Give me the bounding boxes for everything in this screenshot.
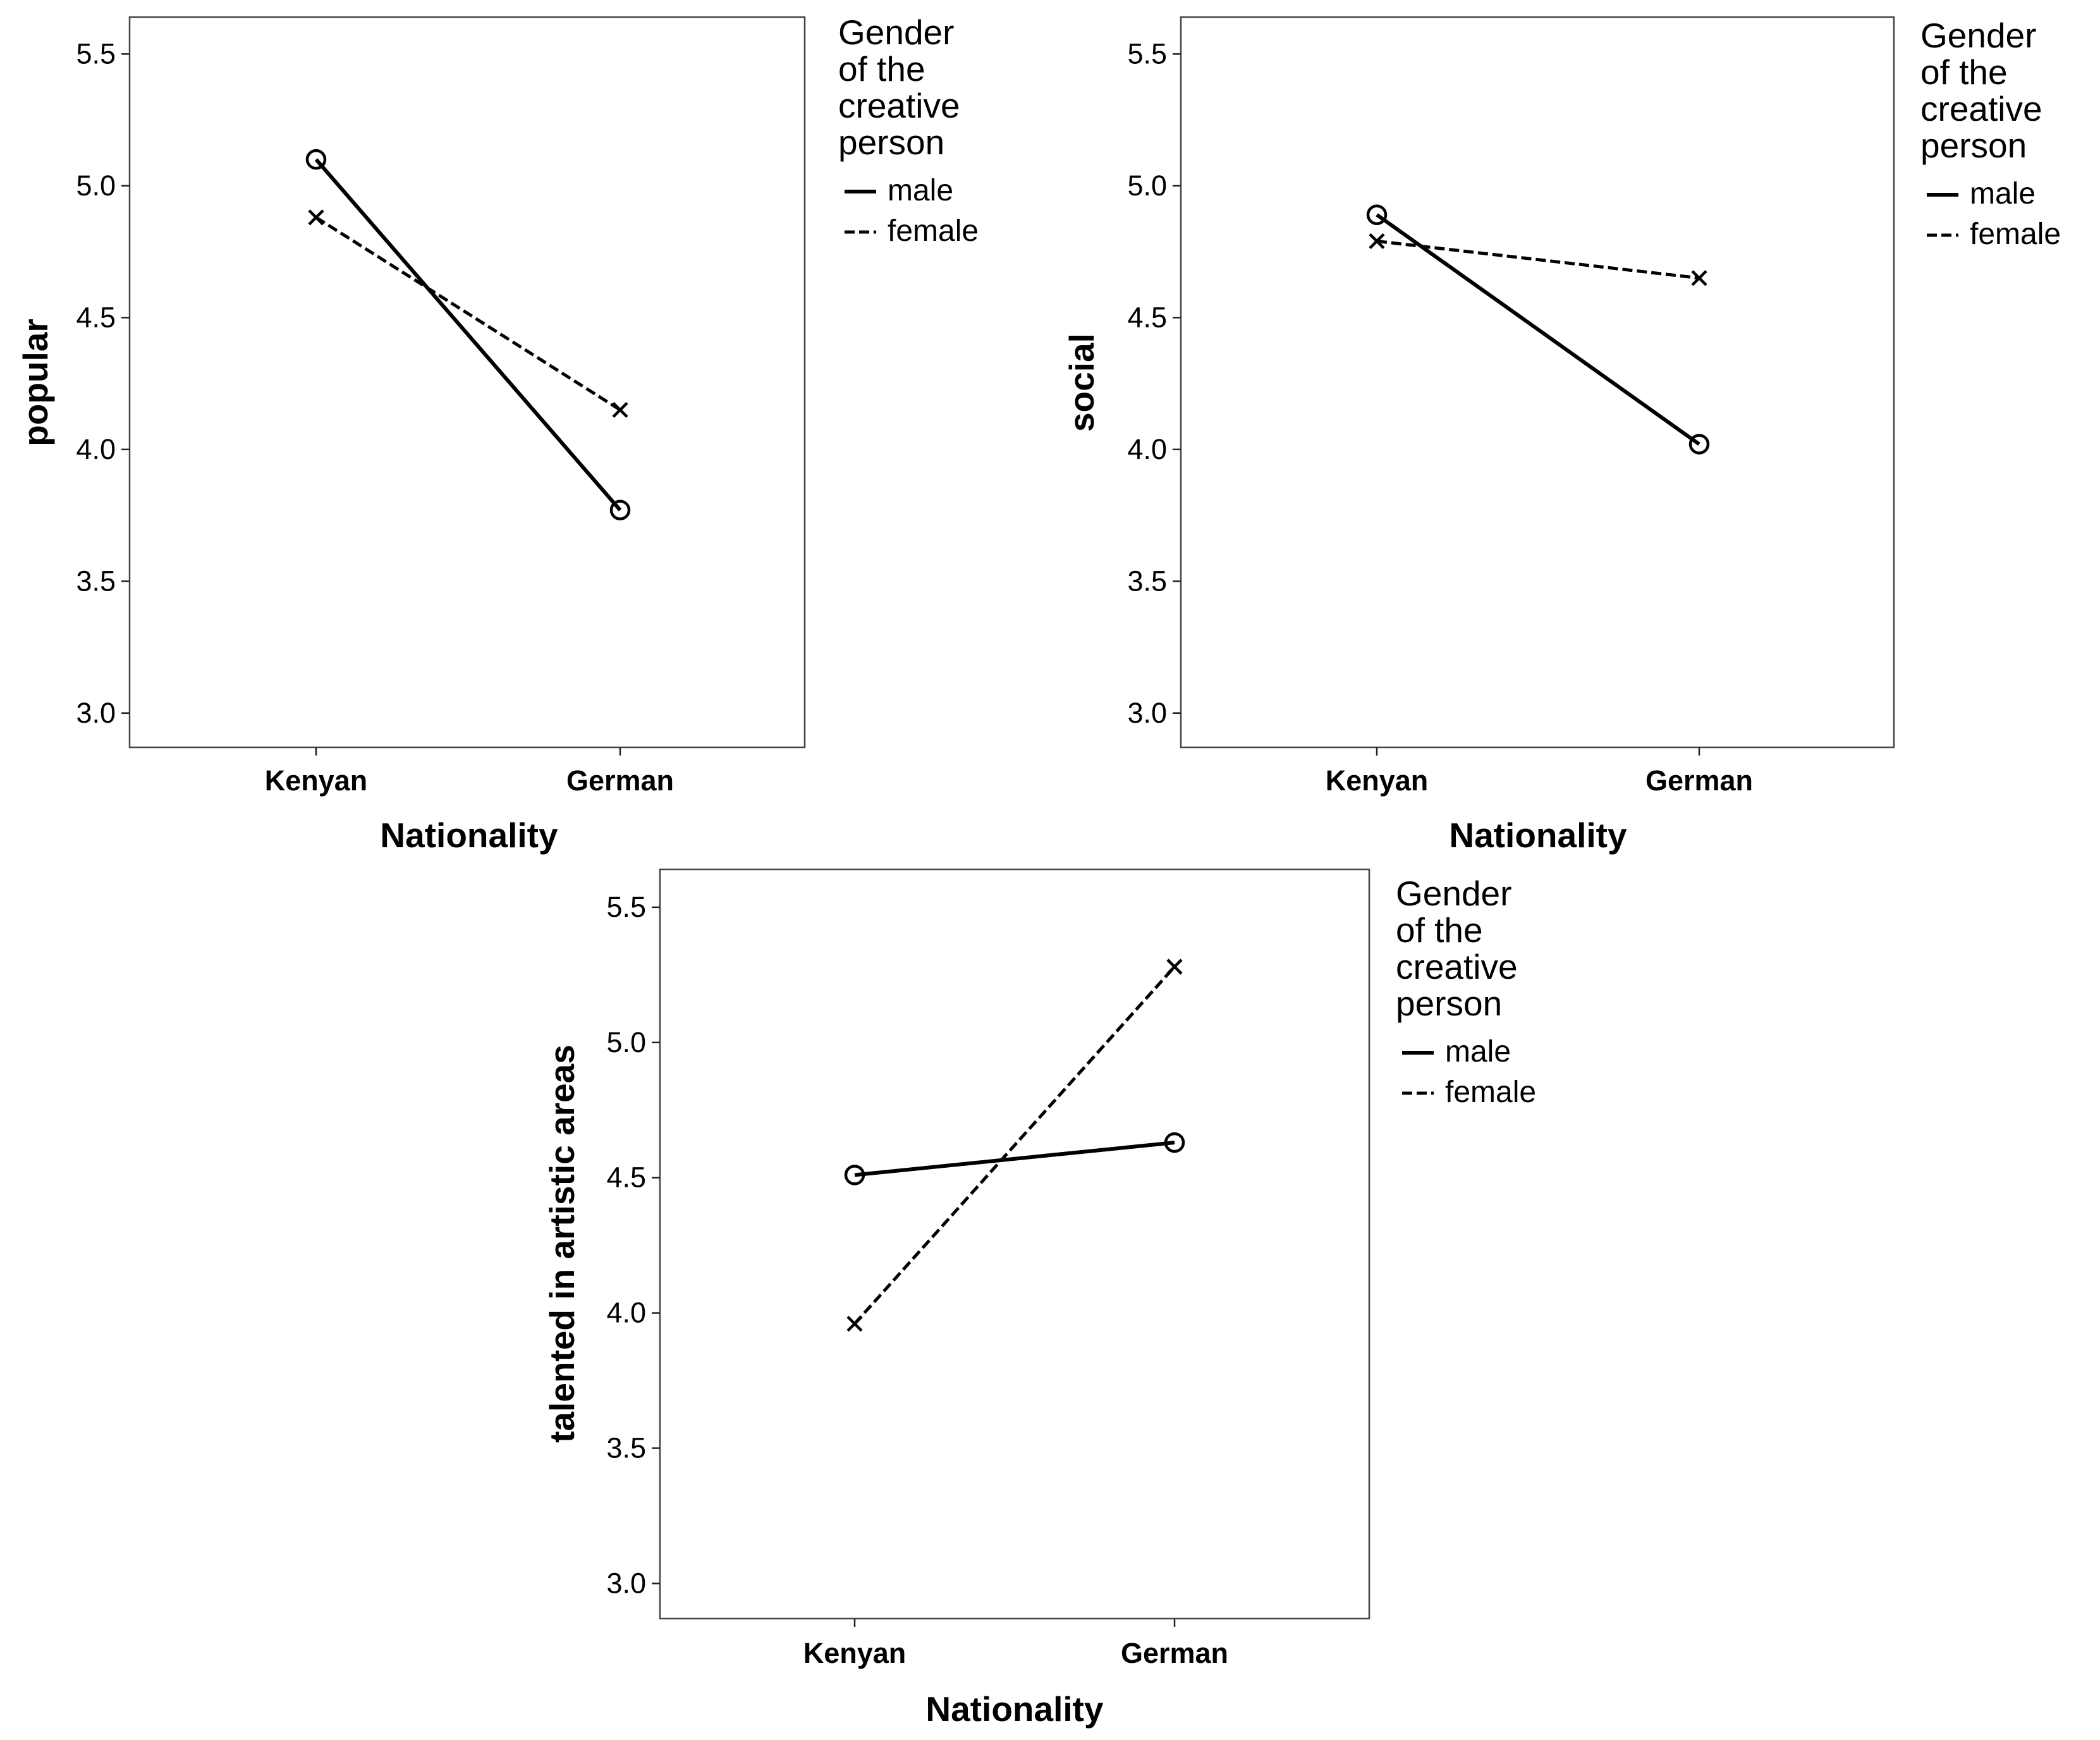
y-tick-label: 3.0 — [606, 1567, 646, 1599]
y-axis: 3.0 3.5 4.0 4.5 5.0 5.5 Kenyan German — [606, 891, 1228, 1669]
y-tick-label: 4.5 — [606, 1161, 646, 1194]
panel-social: 3.0 3.5 4.0 4.5 5.0 5.5 Kenyan German Nationali… — [1062, 16, 2061, 855]
plot-frame — [659, 868, 1370, 1620]
y-tick-label: 3.5 — [76, 565, 116, 597]
data-point-female — [846, 1316, 863, 1332]
x-tick-label: German — [1121, 1637, 1228, 1669]
y-axis: 3.0 3.5 4.0 4.5 5.0 5.5 Kenyan German — [1127, 37, 1753, 797]
data-point-female — [308, 209, 324, 226]
y-tick-label: 5.5 — [606, 891, 646, 923]
y-tick-label: 4.5 — [76, 301, 116, 333]
x-tick-label: German — [1645, 764, 1753, 797]
data-point-male — [844, 1165, 865, 1186]
y-tick-label: 3.5 — [1127, 565, 1167, 597]
x-marker-stroke — [1166, 959, 1183, 975]
data-point-male — [1688, 434, 1710, 455]
series-marks — [1366, 204, 1710, 455]
data-point-female — [1369, 233, 1385, 250]
legend-title-line: of the — [838, 49, 925, 89]
series-line-female — [315, 216, 621, 412]
y-tick-label: 3.5 — [606, 1431, 646, 1464]
data-point-male — [305, 149, 327, 170]
plot-frame — [128, 16, 806, 749]
data-point-female — [1691, 270, 1707, 286]
data-point-male — [609, 499, 631, 520]
y-axis: 3.0 3.5 4.0 4.5 5.0 5.5 Kenyan German — [76, 37, 674, 797]
x-tick-label: Kenyan — [803, 1637, 907, 1669]
y-tick-label: 5.5 — [1127, 37, 1167, 70]
x-axis-title: Nationality — [925, 1689, 1104, 1729]
y-tick-label: 4.0 — [76, 433, 116, 465]
y-tick-label: 5.0 — [606, 1026, 646, 1058]
series-line-female — [1376, 239, 1700, 280]
y-tick-label: 5.0 — [1127, 169, 1167, 202]
x-tick-label: German — [566, 764, 674, 797]
legend-title-line: person — [838, 123, 944, 162]
legend-label-male: male — [1445, 1035, 1511, 1069]
plot-frame — [1180, 16, 1895, 749]
y-axis-title: popular — [16, 319, 55, 446]
legend-title-line: person — [1920, 126, 2027, 165]
x-axis-title: Nationality — [1449, 816, 1627, 855]
x-marker-stroke — [612, 401, 628, 418]
y-tick-label: 4.0 — [606, 1297, 646, 1329]
legend-title-line: Gender — [838, 13, 954, 52]
legend-label-female: female — [1970, 218, 2061, 251]
x-axis-title: Nationality — [380, 816, 558, 855]
legend-label-male: male — [888, 174, 953, 207]
series-line-male — [314, 158, 622, 512]
y-tick-label: 3.0 — [76, 697, 116, 729]
x-marker-stroke — [1691, 270, 1707, 286]
y-tick-label: 5.5 — [76, 37, 116, 70]
legend-label-male: male — [1970, 177, 2036, 211]
legend-title-line: of the — [1920, 52, 2008, 92]
series-line-female — [853, 965, 1176, 1325]
legend-label-female: female — [1445, 1075, 1536, 1109]
x-tick-label: Kenyan — [1326, 764, 1429, 797]
series-line-male — [1376, 213, 1700, 446]
x-marker-stroke — [1369, 233, 1385, 250]
data-point-male — [1366, 204, 1388, 225]
data-point-male — [1164, 1132, 1185, 1153]
data-point-female — [612, 401, 628, 418]
legend-title-line: Gender — [1920, 16, 2036, 55]
panel-talented-in-artistic-areas: 3.0 3.5 4.0 4.5 5.0 5.5 Kenyan German Nationali… — [542, 868, 1536, 1729]
legend-title-line: creative — [1920, 89, 2042, 128]
y-tick-label: 4.5 — [1127, 301, 1167, 333]
x-marker-stroke — [308, 209, 324, 226]
y-tick-label: 5.0 — [76, 169, 116, 202]
x-tick-label: Kenyan — [265, 764, 368, 797]
legend-title-line: Gender — [1396, 874, 1511, 913]
series-marks — [844, 959, 1185, 1332]
x-marker-stroke — [846, 1316, 863, 1332]
data-point-female — [1166, 959, 1183, 975]
legend-title-line: of the — [1396, 910, 1483, 950]
y-tick-label: 4.0 — [1127, 433, 1167, 465]
series-line-male — [854, 1141, 1175, 1177]
legend-title-line: creative — [1396, 947, 1518, 986]
y-axis-title: talented in artistic areas — [542, 1045, 582, 1443]
y-tick-label: 3.0 — [1127, 697, 1167, 729]
panel-popular: 3.0 3.5 4.0 4.5 5.0 5.5 Kenyan German Nationali… — [16, 13, 979, 855]
series-marks — [305, 149, 631, 520]
y-axis-title: social — [1062, 333, 1101, 432]
legend-label-female: female — [888, 214, 979, 248]
legend-title-line: creative — [838, 86, 960, 125]
legend-title-line: person — [1396, 984, 1502, 1023]
